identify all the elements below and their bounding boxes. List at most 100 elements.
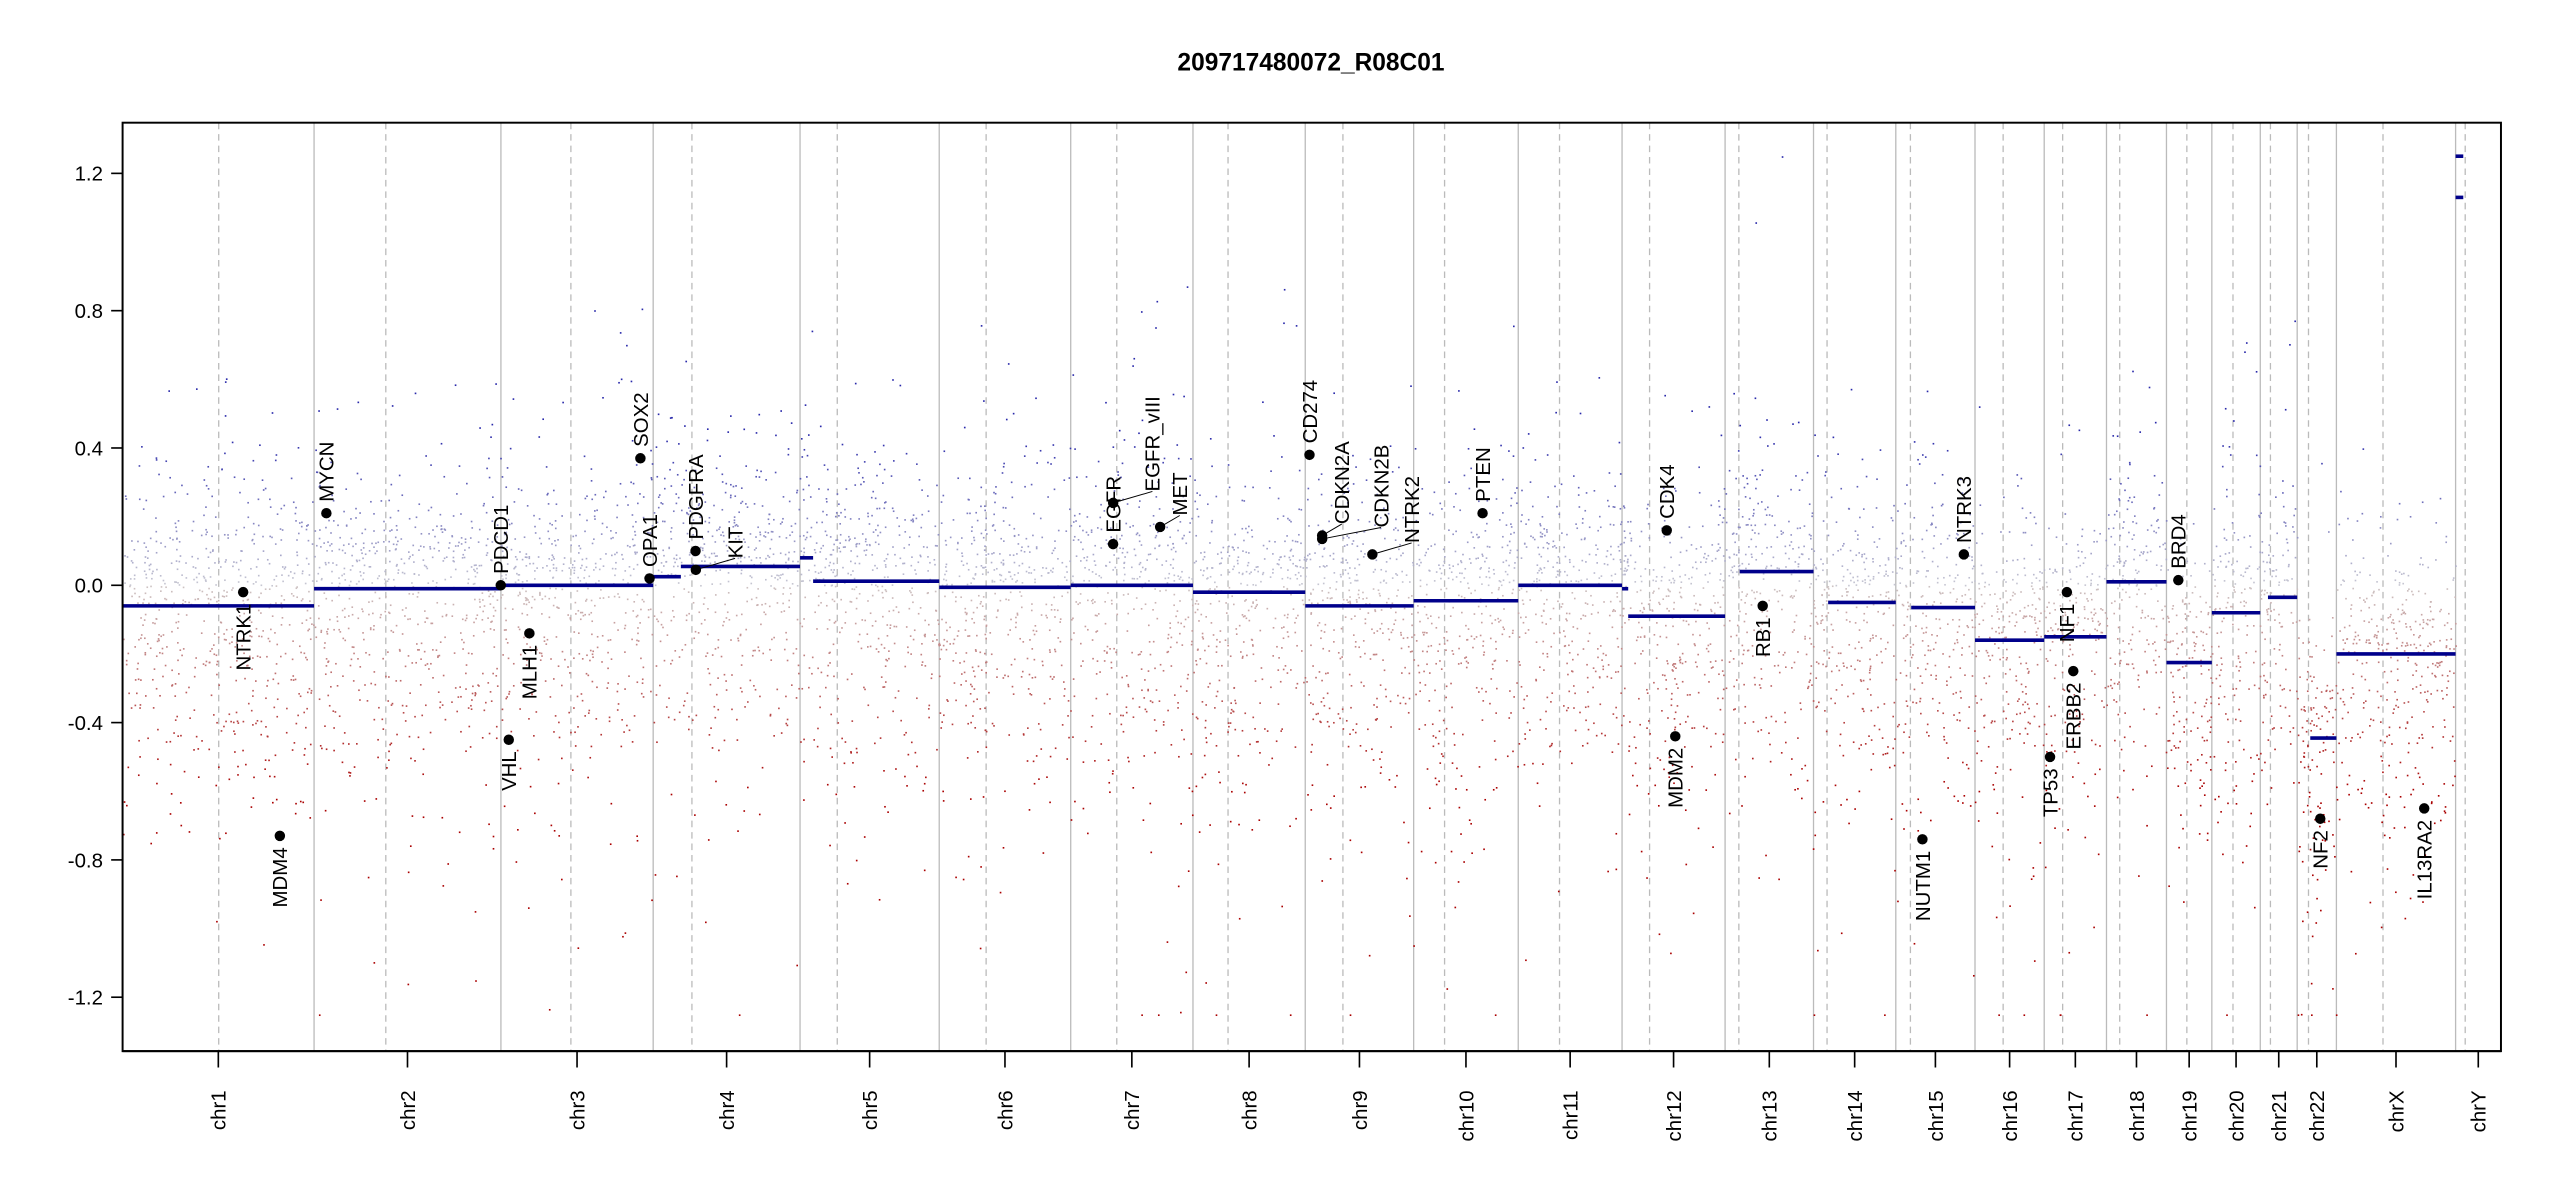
- probe-point: [844, 546, 846, 548]
- probe-point: [444, 578, 447, 581]
- probe-point: [814, 571, 817, 573]
- probe-point: [1252, 601, 1254, 603]
- probe-point: [922, 789, 925, 792]
- probe-point: [1364, 622, 1367, 625]
- probe-point: [836, 493, 839, 495]
- probe-point: [1229, 722, 1232, 724]
- probe-point: [1510, 526, 1513, 528]
- probe-point: [1229, 820, 1232, 823]
- probe-point: [389, 604, 392, 607]
- probe-point: [149, 596, 152, 598]
- probe-point: [429, 731, 432, 734]
- probe-point: [300, 651, 302, 654]
- probe-point: [1606, 550, 1609, 552]
- probe-point: [305, 528, 308, 531]
- probe-point: [969, 512, 971, 515]
- probe-point: [1586, 742, 1589, 745]
- probe-point: [416, 596, 419, 598]
- probe-point: [412, 593, 414, 595]
- probe-point: [1328, 707, 1331, 710]
- probe-point: [841, 443, 844, 446]
- probe-point: [816, 521, 818, 524]
- probe-point: [1289, 549, 1292, 552]
- probe-point: [519, 551, 521, 553]
- probe-point: [452, 515, 455, 517]
- probe-point: [610, 658, 613, 660]
- probe-point: [409, 618, 411, 620]
- probe-point: [1463, 861, 1465, 863]
- probe-point: [941, 618, 943, 621]
- probe-point: [1305, 560, 1307, 562]
- probe-point: [144, 653, 147, 656]
- probe-point: [235, 711, 238, 714]
- probe-point: [861, 619, 864, 621]
- probe-point: [416, 643, 418, 645]
- probe-point: [492, 595, 494, 598]
- probe-point: [1402, 516, 1404, 519]
- probe-point: [444, 529, 447, 531]
- probe-point: [524, 597, 527, 599]
- probe-point: [1365, 750, 1368, 752]
- probe-point: [1031, 648, 1034, 650]
- probe-point: [779, 577, 782, 579]
- probe-point: [1611, 580, 1614, 582]
- probe-point: [1210, 732, 1212, 735]
- probe-point: [1460, 775, 1463, 777]
- probe-point: [1012, 554, 1015, 557]
- probe-point: [863, 481, 865, 483]
- probe-point: [265, 697, 267, 700]
- probe-point: [898, 525, 901, 528]
- probe-point: [1555, 547, 1558, 549]
- probe-point: [1410, 529, 1413, 531]
- probe-point: [711, 654, 714, 656]
- probe-point: [302, 801, 305, 804]
- probe-point: [512, 662, 515, 665]
- probe-point: [1275, 740, 1278, 743]
- probe-point: [706, 633, 709, 636]
- probe-point: [1584, 537, 1586, 540]
- probe-point: [1207, 577, 1209, 579]
- probe-point: [1349, 1014, 1352, 1017]
- probe-point: [585, 598, 588, 601]
- probe-point: [999, 599, 1002, 602]
- probe-point: [1232, 603, 1235, 606]
- probe-point: [258, 596, 260, 599]
- probe-point: [863, 686, 865, 689]
- probe-point: [1482, 645, 1484, 647]
- probe-point: [1667, 589, 1670, 592]
- probe-point: [1016, 614, 1019, 616]
- probe-point: [1550, 645, 1553, 648]
- probe-point: [1053, 596, 1055, 599]
- probe-point: [1035, 755, 1038, 757]
- probe-point: [383, 529, 386, 532]
- probe-point: [963, 660, 966, 663]
- probe-point: [280, 655, 282, 658]
- probe-point: [463, 641, 465, 644]
- probe-point: [854, 562, 857, 565]
- probe-point: [957, 630, 960, 632]
- probe-point: [1241, 614, 1244, 616]
- probe-point: [868, 523, 871, 525]
- probe-point: [1188, 581, 1190, 584]
- probe-point: [1298, 584, 1301, 586]
- probe-point: [642, 516, 645, 519]
- probe-point: [1616, 596, 1619, 598]
- probe-point: [1389, 700, 1392, 703]
- probe-point: [737, 525, 739, 527]
- probe-point: [1240, 582, 1242, 585]
- probe-point: [1091, 714, 1094, 717]
- probe-point: [211, 535, 213, 538]
- probe-point: [692, 519, 695, 521]
- probe-point: [293, 742, 296, 744]
- probe-point: [1332, 558, 1335, 560]
- probe-point: [371, 542, 373, 545]
- probe-point: [707, 668, 709, 670]
- probe-point: [966, 562, 968, 565]
- probe-point: [1344, 616, 1347, 618]
- probe-point: [1009, 629, 1012, 631]
- probe-point: [1586, 663, 1588, 666]
- probe-point: [1719, 606, 1722, 609]
- probe-point: [732, 485, 735, 488]
- probe-point: [358, 559, 361, 562]
- probe-point: [264, 759, 267, 762]
